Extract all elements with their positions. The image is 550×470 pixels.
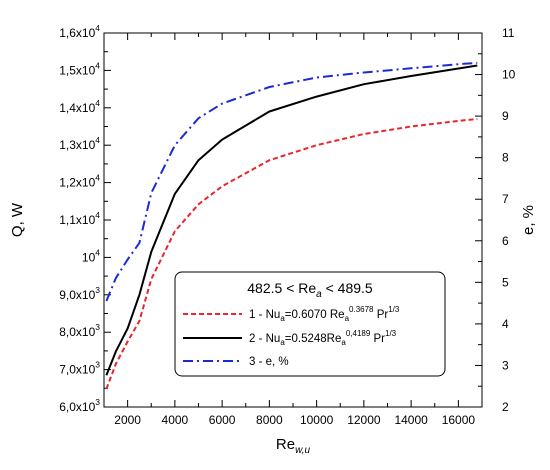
y-left-tick-exponent: 4 (95, 98, 100, 108)
y-left-tick-exponent: 3 (95, 360, 100, 370)
y-right-tick-label: 2 (502, 400, 509, 414)
y-right-tick-label: 11 (502, 26, 515, 40)
legend-entry-sup: 0,4189 (346, 329, 371, 338)
y-left-tick-exponent: 4 (95, 60, 100, 70)
legend-entry-pre: 2 - Nu (249, 333, 280, 345)
legend-entry-sub: a (280, 314, 285, 323)
y-left-tick-label: 1,5x104 (59, 60, 100, 77)
legend-entry-1: 1 - Nua=0.6070 Rea0.3678 Pr1/3 (249, 305, 400, 323)
y-right-tick-label: 8 (502, 151, 509, 165)
y-left-tick-label: 1,3x104 (59, 135, 100, 152)
y-left-tick-mantissa: 1,4x10 (59, 101, 95, 115)
y-left-tick-mantissa: 8,0x10 (59, 325, 95, 339)
y-left-tick-label: 1,2x104 (59, 173, 100, 190)
legend-header: 482.5 < Rea < 489.5 (247, 280, 373, 300)
ticks (103, 32, 483, 408)
y-left-tick-label: 6,0x103 (59, 397, 100, 414)
x-tick-label: 16000 (442, 413, 476, 427)
y-left-tick-label: 1,6x104 (59, 23, 100, 40)
legend-entry-mid: =0.6070 Re (285, 309, 345, 321)
y-left-tick-exponent: 3 (95, 285, 100, 295)
y-left-tick-exponent: 4 (95, 135, 100, 145)
y-right-axis-title: e, % (520, 205, 537, 235)
legend-entries: 1 - Nua=0.6070 Rea0.3678 Pr1/32 - Nua=0.… (183, 305, 400, 368)
y-right-tick-label: 6 (502, 234, 509, 248)
x-tick-label: 12000 (347, 413, 381, 427)
x-tick-label: 8000 (256, 413, 283, 427)
x-tick-label: 2000 (114, 413, 141, 427)
y-right-tick-label: 9 (502, 109, 509, 123)
y-left-tick-label: 9,0x103 (59, 285, 100, 302)
y-right-tick-label: 7 (502, 192, 509, 206)
tick-labels: 2000 4000 6000 8000 10000 12000 14000 16000 6,0x… (59, 23, 515, 427)
legend: 482.5 < Rea < 489.5 1 - Nua=0.6070 Rea0.… (174, 271, 446, 377)
legend-entry-sub2: a (341, 338, 346, 347)
legend-entry-2: 2 - Nua=0.5248Rea0,4189 Pr1/3 (249, 329, 397, 347)
y-left-tick-label: 1,1x104 (59, 210, 100, 227)
legend-header-post: < 489.5 (322, 280, 373, 296)
legend-header-pre: 482.5 < Re (247, 280, 316, 296)
legend-entry-mid: =0.5248Re (285, 333, 342, 345)
y-left-tick-mantissa: 10 (82, 250, 96, 264)
legend-box (174, 271, 446, 377)
y-left-tick-mantissa: 1,6x10 (59, 26, 95, 40)
y-left-tick-label: 104 (82, 247, 100, 264)
y-left-tick-exponent: 3 (95, 322, 100, 332)
legend-entry-tail: Pr (370, 333, 385, 345)
legend-entry-pre: 3 - e, % (249, 356, 289, 368)
legend-header-sub: a (316, 289, 322, 300)
x-axis-title-sub: w,u (295, 445, 310, 456)
y-left-tick-mantissa: 7,0x10 (59, 363, 95, 377)
y-left-tick-mantissa: 1,2x10 (59, 176, 95, 190)
series-layer (105, 61, 478, 390)
y-left-axis-title: Q, W (9, 202, 26, 237)
y-left-tick-exponent: 4 (95, 210, 100, 220)
x-tick-label: 4000 (162, 413, 189, 427)
y-left-tick-label: 7,0x103 (59, 360, 100, 377)
y-left-tick-mantissa: 1,5x10 (59, 63, 95, 77)
x-tick-label: 14000 (394, 413, 428, 427)
legend-entry-pre: 1 - Nu (249, 309, 280, 321)
y-left-tick-exponent: 4 (95, 173, 100, 183)
x-axis-title-base: Re (276, 436, 295, 453)
y-left-tick-mantissa: 1,3x10 (59, 138, 95, 152)
x-tick-label: 6000 (209, 413, 236, 427)
y-right-tick-label: 5 (502, 275, 509, 289)
series-line-2 (105, 64, 478, 376)
y-left-tick-mantissa: 1,1x10 (59, 213, 95, 227)
legend-entry-sup: 0.3678 (349, 305, 374, 314)
legend-entry-sup2: 1/3 (388, 305, 400, 314)
legend-entry-sup2: 1/3 (385, 329, 397, 338)
legend-entry-sub: a (280, 338, 285, 347)
y-left-tick-mantissa: 6,0x10 (59, 400, 95, 414)
x-tick-label: 10000 (300, 413, 334, 427)
x-axis-title: Rew,u (276, 436, 311, 456)
y-right-tick-label: 4 (502, 317, 509, 331)
y-right-tick-label: 3 (502, 358, 509, 372)
y-left-tick-exponent: 3 (95, 397, 100, 407)
y-left-tick-exponent: 4 (95, 247, 100, 257)
legend-entry-3: 3 - e, % (249, 356, 289, 368)
y-left-tick-exponent: 4 (95, 23, 100, 33)
series-line-3 (105, 61, 478, 302)
legend-entry-tail: Pr (374, 309, 389, 321)
y-left-tick-label: 8,0x103 (59, 322, 100, 339)
legend-entry-sub2: a (345, 314, 350, 323)
y-right-tick-label: 10 (502, 68, 516, 82)
y-left-tick-label: 1,4x104 (59, 98, 100, 115)
y-left-tick-mantissa: 9,0x10 (59, 288, 95, 302)
